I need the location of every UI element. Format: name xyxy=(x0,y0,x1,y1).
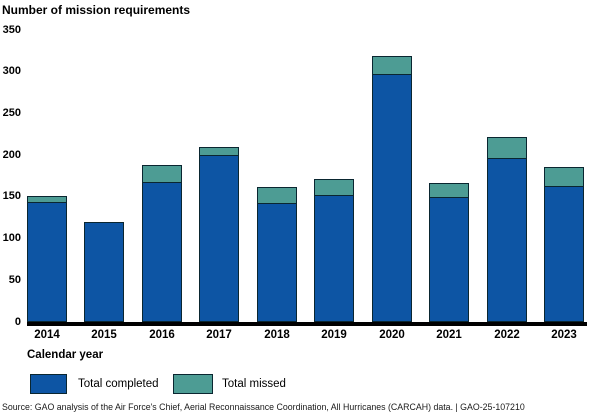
bar-2022 xyxy=(487,134,527,322)
y-tick-50: 50 xyxy=(8,273,21,286)
bar-segment-completed-2021 xyxy=(429,196,469,322)
x-tick-2017: 2017 xyxy=(206,329,232,341)
y-tick-250: 250 xyxy=(2,106,21,119)
bar-2014 xyxy=(27,194,67,322)
x-tick-2022: 2022 xyxy=(494,329,520,341)
y-tick-200: 200 xyxy=(2,148,21,161)
bar-segment-completed-2014 xyxy=(27,201,67,322)
source-note: Source: GAO analysis of the Air Force's … xyxy=(2,402,525,412)
bar-segment-missed-2021 xyxy=(429,182,469,198)
x-tick-2018: 2018 xyxy=(264,329,290,341)
bar-segment-missed-2014 xyxy=(27,196,67,203)
x-tick-2020: 2020 xyxy=(379,329,405,341)
bar-segment-completed-2017 xyxy=(199,154,239,322)
bar-2015 xyxy=(84,219,124,322)
legend-label-completed: Total completed xyxy=(78,378,159,390)
x-axis-title: Calendar year xyxy=(27,349,104,361)
y-tick-0: 0 xyxy=(14,315,21,328)
bar-segment-completed-2016 xyxy=(142,181,182,322)
bar-segment-missed-2020 xyxy=(372,55,412,75)
x-tick-2014: 2014 xyxy=(34,329,60,341)
legend-label-missed: Total missed xyxy=(222,378,286,390)
legend-swatch-missed xyxy=(173,374,213,394)
bar-segment-completed-2018 xyxy=(257,202,297,322)
x-axis-line xyxy=(27,322,587,326)
bar-segment-completed-2023 xyxy=(544,185,584,322)
bar-segment-completed-2015 xyxy=(84,221,124,322)
chart-title: Number of mission requirements xyxy=(2,3,191,17)
y-tick-150: 150 xyxy=(2,190,21,203)
y-tick-100: 100 xyxy=(2,232,21,245)
bar-2023 xyxy=(544,164,584,322)
x-tick-2021: 2021 xyxy=(436,329,462,341)
bar-segment-completed-2020 xyxy=(372,73,412,322)
bar-segment-completed-2019 xyxy=(314,194,354,322)
x-tick-2015: 2015 xyxy=(91,329,117,341)
bar-segment-missed-2018 xyxy=(257,186,297,205)
bar-segment-missed-2017 xyxy=(199,146,239,156)
x-tick-2019: 2019 xyxy=(321,329,347,341)
legend-swatch-completed xyxy=(30,374,67,394)
bar-segment-missed-2016 xyxy=(142,165,182,184)
y-tick-350: 350 xyxy=(2,23,21,36)
bar-segment-missed-2022 xyxy=(487,136,527,160)
bar-2021 xyxy=(429,180,469,322)
bar-2018 xyxy=(257,184,297,322)
x-tick-2023: 2023 xyxy=(551,329,577,341)
bar-2017 xyxy=(199,144,239,322)
bar-2019 xyxy=(314,177,354,322)
bar-segment-missed-2019 xyxy=(314,179,354,196)
x-tick-2016: 2016 xyxy=(149,329,175,341)
bar-segment-completed-2022 xyxy=(487,157,527,322)
y-tick-300: 300 xyxy=(2,65,21,78)
bar-segment-missed-2023 xyxy=(544,166,584,187)
bar-2016 xyxy=(142,163,182,322)
bar-2020 xyxy=(372,53,412,322)
